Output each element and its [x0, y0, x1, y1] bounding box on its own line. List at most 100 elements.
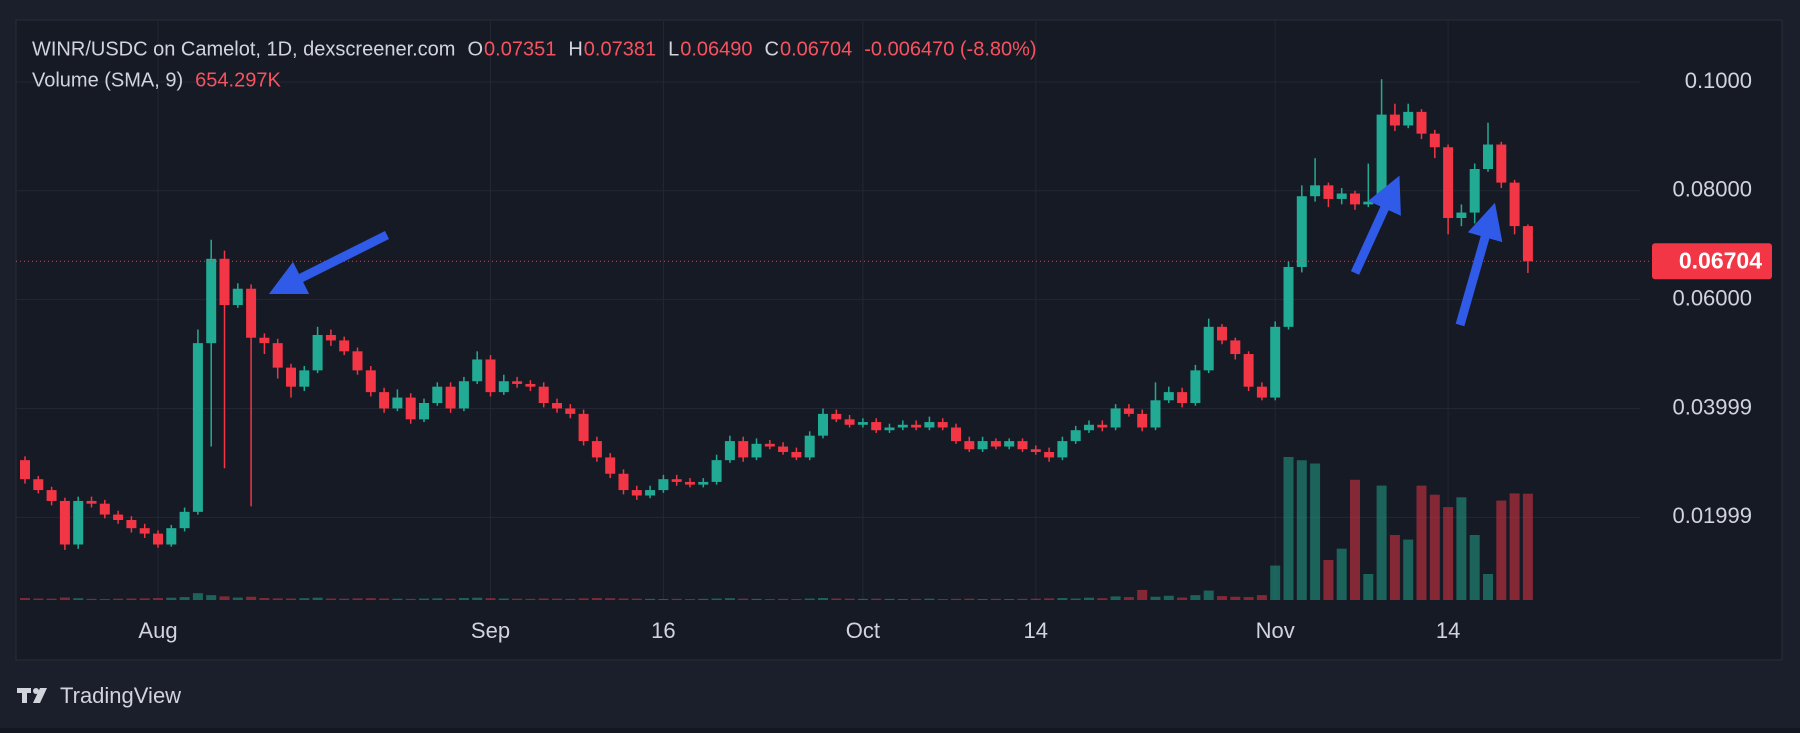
volume-bar: [286, 598, 296, 600]
volume-bar: [113, 598, 124, 600]
candle-body: [1283, 266, 1294, 327]
volume-bar: [565, 598, 576, 600]
candle-body: [711, 460, 722, 482]
volume-bar: [1403, 539, 1414, 600]
y-tick-label: 0.1000: [1685, 68, 1752, 93]
candle-body: [964, 441, 975, 450]
volume-bar: [219, 596, 230, 600]
candle-body: [525, 383, 536, 387]
candle-body: [1110, 408, 1121, 428]
candle-body: [1376, 114, 1387, 202]
candle-body: [512, 381, 523, 384]
volume-bar: [857, 598, 868, 600]
volume-bar: [538, 598, 549, 600]
volume-bar: [339, 598, 350, 600]
volume-bar: [432, 598, 443, 600]
volume-bar: [1150, 596, 1161, 600]
volume-bar: [246, 596, 257, 600]
volume-bar: [1097, 598, 1108, 600]
readout-value: 0.07381: [584, 38, 656, 60]
volume-bar: [206, 595, 217, 600]
volume-bar: [1243, 597, 1254, 600]
volume-bar: [1230, 596, 1241, 600]
candle-body: [1496, 144, 1507, 183]
brand-name: TradingView: [60, 683, 181, 708]
volume-bar: [552, 598, 562, 600]
volume-bar: [671, 598, 682, 600]
volume-bar: [1363, 574, 1374, 600]
volume-bar: [1296, 460, 1307, 600]
candle-body: [1243, 354, 1254, 387]
volume-bar: [964, 598, 975, 600]
x-tick-label: Aug: [138, 618, 177, 643]
candle-body: [1097, 424, 1108, 428]
candle-body: [1336, 193, 1347, 199]
readout-value: 0.06490: [680, 38, 752, 60]
readout-change: -0.006470 (-8.80%): [864, 38, 1036, 60]
volume-bar: [1376, 485, 1387, 600]
candle-body: [1350, 193, 1360, 205]
volume-bar: [1350, 479, 1360, 600]
candle-body: [631, 490, 642, 496]
volume-bar: [352, 598, 363, 600]
volume-bar: [1044, 598, 1055, 600]
candle-body: [232, 288, 243, 306]
volume-bar: [1057, 598, 1068, 600]
chart-title: WINR/USDC on Camelot, 1D, dexscreener.co…: [32, 38, 455, 60]
candle-body: [299, 370, 310, 387]
volume-bar: [325, 598, 336, 600]
candle-body: [791, 451, 802, 458]
volume-bar: [698, 598, 709, 600]
volume-bar: [791, 599, 802, 600]
volume-bar: [924, 598, 935, 600]
volume-bar: [1070, 598, 1081, 600]
volume-bar: [1004, 599, 1015, 600]
last-price-tag: [1652, 243, 1772, 280]
volume-bar: [1456, 497, 1467, 600]
last-price-label: 0.06704: [1679, 247, 1762, 273]
readout-key: L: [668, 38, 679, 60]
volume-bar: [272, 598, 283, 600]
volume-bar: [871, 598, 882, 600]
candle-body: [1044, 451, 1055, 458]
volume-bar: [525, 598, 536, 600]
candle-body: [485, 359, 496, 393]
candle-body: [458, 381, 469, 409]
volume-bar: [804, 598, 815, 600]
candle-body: [538, 386, 549, 404]
candle-body: [1443, 147, 1454, 218]
candle-body: [179, 511, 190, 529]
volume-bar: [419, 598, 429, 600]
volume-bar: [405, 598, 416, 600]
readout-key: H: [568, 38, 582, 60]
x-tick-label: Nov: [1256, 618, 1295, 643]
volume-bar: [365, 598, 376, 600]
volume-bar: [831, 598, 842, 600]
candle-body: [951, 427, 961, 442]
volume-bar: [126, 598, 137, 600]
candle-body: [751, 443, 762, 458]
volume-bar: [1429, 494, 1440, 600]
volume-bar: [1496, 500, 1507, 600]
volume-bar: [1469, 535, 1480, 600]
volume-bar: [1177, 597, 1188, 600]
volume-bar: [153, 598, 163, 600]
annotation-arrow: [268, 230, 390, 295]
volume-bar: [658, 599, 669, 600]
volume-bar: [631, 598, 642, 600]
volume-bar: [937, 599, 948, 600]
candle-body: [1256, 386, 1267, 398]
volume-bar: [764, 599, 775, 600]
candle-body: [1296, 196, 1307, 267]
candle-body: [325, 334, 336, 341]
candle-body: [1030, 449, 1041, 452]
volume-bar: [1483, 574, 1493, 600]
volume-bar: [232, 597, 243, 600]
candle-body: [1483, 144, 1493, 170]
volume-bar: [1017, 598, 1028, 600]
candle-body: [1203, 326, 1214, 371]
candle-body: [1403, 111, 1414, 126]
candle-body: [1522, 226, 1533, 262]
x-tick-label: 16: [651, 618, 675, 643]
candle-body: [764, 443, 775, 447]
